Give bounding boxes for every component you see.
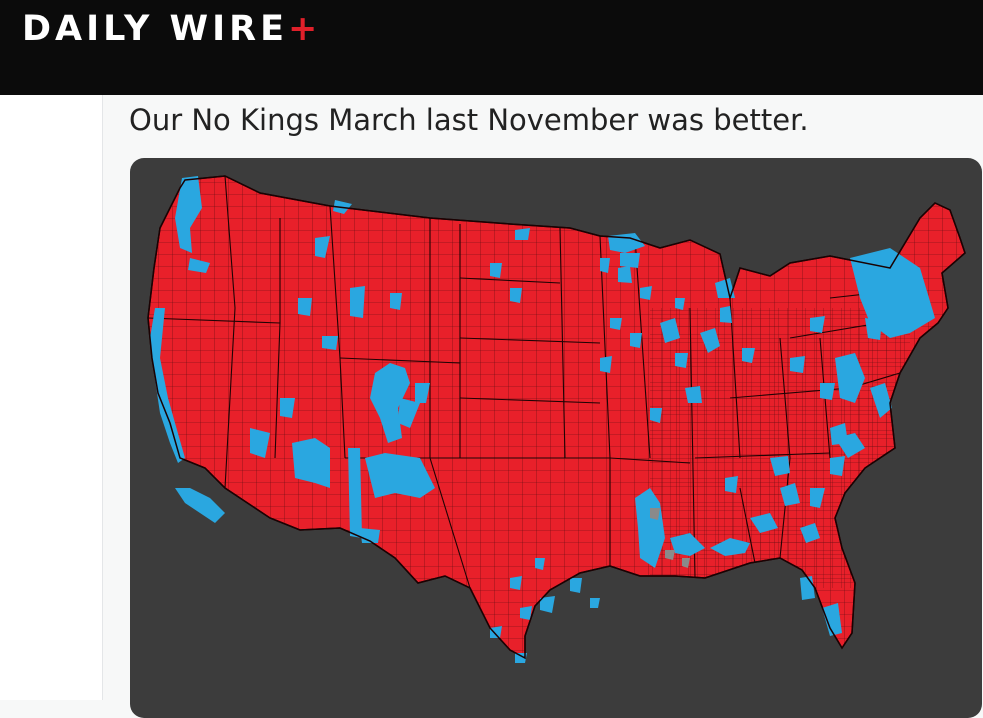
us-county-map	[147, 175, 966, 663]
gray-counties	[650, 508, 690, 568]
county-map-image[interactable]	[130, 158, 982, 718]
logo-text: DAILY WIRE	[22, 9, 289, 49]
logo-plus-icon: +	[288, 9, 318, 49]
blue-counties	[150, 176, 935, 663]
daily-wire-logo[interactable]: DAILY WIRE+	[22, 9, 317, 49]
site-header: DAILY WIRE+	[0, 0, 983, 95]
post-text: Our No Kings March last November was bet…	[129, 103, 809, 137]
left-sidebar	[0, 95, 103, 700]
map-contiguous-us	[147, 175, 966, 663]
